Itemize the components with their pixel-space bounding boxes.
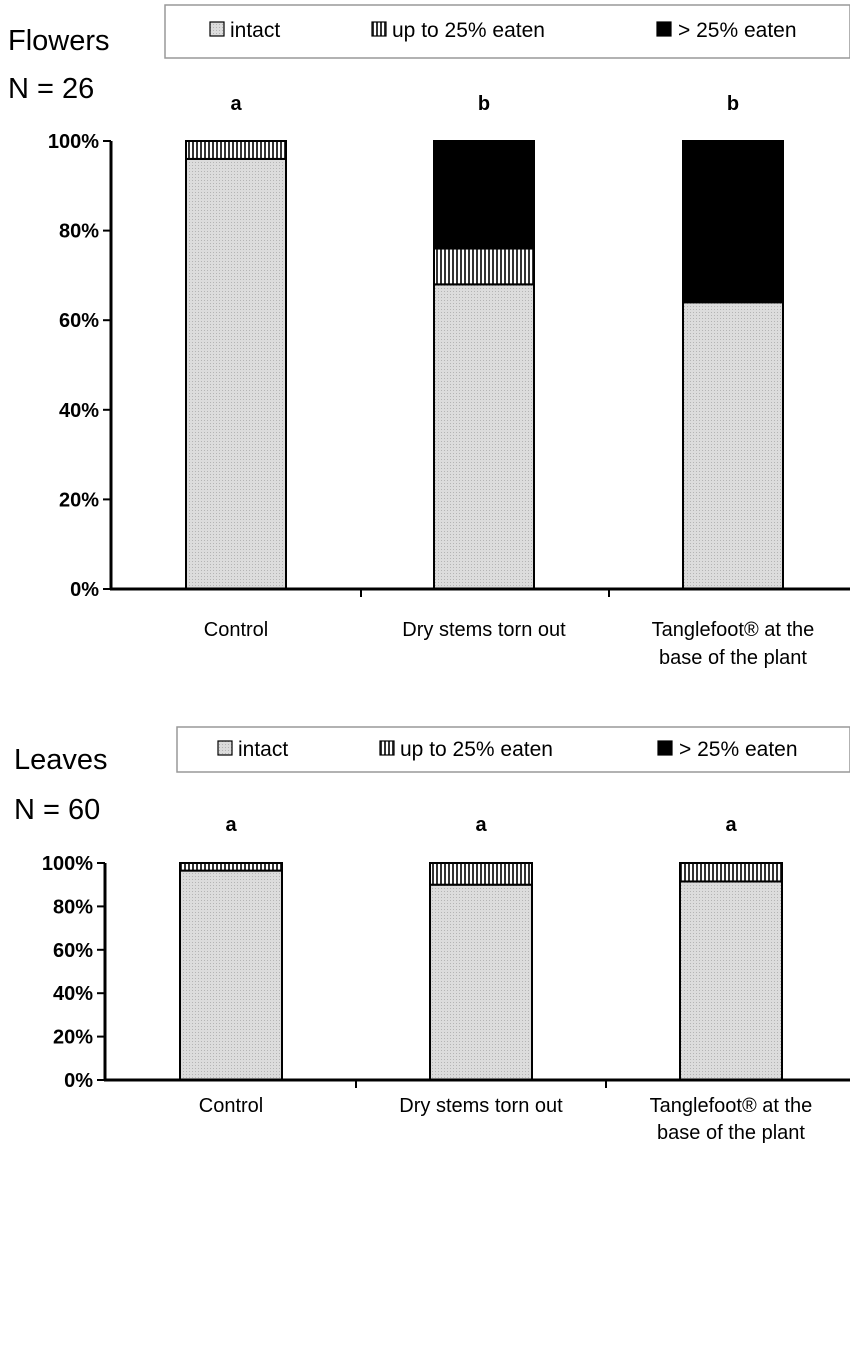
flowers-bar-segment-intact	[433, 283, 535, 590]
leaves-y-tick-label: 80%	[53, 896, 93, 918]
leaves-y-tick-label: 60%	[53, 940, 93, 962]
flowers-legend-label-heavy: > 25% eaten	[678, 19, 797, 42]
leaves-y-tick-label: 100%	[42, 853, 93, 875]
flowers-significance-letter: a	[230, 93, 242, 115]
leaves-bar-segment-intact	[429, 883, 533, 1082]
flowers-significance-letter: b	[727, 93, 739, 115]
flowers-bar-segment-intact	[185, 157, 287, 590]
flowers-legend-label-partial: up to 25% eaten	[392, 19, 545, 42]
flowers-y-tick-label: 100%	[48, 131, 99, 153]
leaves-panel: Leaves N = 60 intact up to 25% eaten > 2…	[14, 726, 850, 1144]
flowers-legend: intact up to 25% eaten > 25% eaten	[164, 4, 850, 59]
flowers-legend-swatch-partial	[371, 21, 387, 37]
flowers-category-label: Tanglefoot® at the	[652, 619, 815, 641]
leaves-y-tick-label: 20%	[53, 1027, 93, 1049]
leaves-category-label: base of the plant	[657, 1122, 805, 1144]
flowers-y-tick-label: 20%	[59, 489, 99, 511]
leaves-bar-segment-partial	[679, 862, 783, 883]
flowers-bar-segment-intact	[682, 301, 784, 590]
flowers-category-label: base of the plant	[659, 647, 807, 669]
leaves-y-tick-label: 0%	[64, 1070, 93, 1092]
leaves-legend: intact up to 25% eaten > 25% eaten	[176, 726, 850, 773]
leaves-significance-letter: a	[475, 814, 487, 836]
flowers-legend-swatch-heavy	[656, 21, 672, 37]
leaves-bar-segment-intact	[179, 869, 283, 1081]
flowers-category-label: Control	[204, 619, 268, 641]
flowers-panel: Flowers N = 26 intact up to 25% eaten > …	[8, 4, 850, 669]
flowers-y-tick-label: 40%	[59, 400, 99, 422]
leaves-legend-swatch-heavy	[657, 740, 673, 756]
leaves-panel-title: Leaves	[14, 744, 108, 776]
flowers-bar-segment-partial	[433, 247, 535, 286]
leaves-sample-size: N = 60	[14, 794, 100, 826]
flowers-y-axis: 0% 20% 40% 60% 80% 100%	[48, 131, 113, 601]
flowers-category-label: Dry stems torn out	[402, 619, 566, 641]
leaves-bar-segment-partial	[429, 862, 533, 886]
flowers-x-axis: Control Dry stems torn out Tanglefoot® at …	[110, 587, 850, 669]
flowers-y-tick-label: 0%	[70, 579, 99, 601]
flowers-legend-box	[164, 4, 850, 59]
leaves-category-label: Tanglefoot® at the	[650, 1095, 813, 1117]
leaves-legend-swatch-intact	[217, 740, 233, 756]
leaves-legend-label-heavy: > 25% eaten	[679, 738, 798, 761]
leaves-significance-letter: a	[725, 814, 737, 836]
flowers-y-tick-label: 60%	[59, 310, 99, 332]
leaves-bar-segment-intact	[679, 880, 783, 1081]
leaves-legend-box	[176, 726, 850, 773]
leaves-legend-swatch-partial	[379, 740, 395, 756]
flowers-bar-segment-heavy	[433, 140, 535, 250]
flowers-panel-title: Flowers	[8, 25, 110, 57]
leaves-legend-label-partial: up to 25% eaten	[400, 738, 553, 761]
flowers-y-tick-label: 80%	[59, 221, 99, 243]
leaves-y-axis: 0% 20% 40% 60% 80% 100%	[42, 853, 107, 1092]
leaves-category-label: Control	[199, 1095, 263, 1117]
flowers-legend-label-intact: intact	[230, 19, 280, 42]
flowers-legend-swatch-intact	[209, 21, 225, 37]
leaves-bar-segment-partial	[179, 862, 283, 872]
flowers-significance-letter: b	[478, 93, 490, 115]
flowers-bar-segment-partial	[185, 140, 287, 160]
flowers-bar-segment-heavy	[682, 140, 784, 304]
flowers-sample-size: N = 26	[8, 73, 94, 105]
leaves-category-label: Dry stems torn out	[399, 1095, 563, 1117]
leaves-x-axis: Control Dry stems torn out Tanglefoot® at …	[104, 1078, 850, 1144]
leaves-legend-label-intact: intact	[238, 738, 288, 761]
leaves-y-tick-label: 40%	[53, 983, 93, 1005]
leaves-significance-letter: a	[225, 814, 237, 836]
